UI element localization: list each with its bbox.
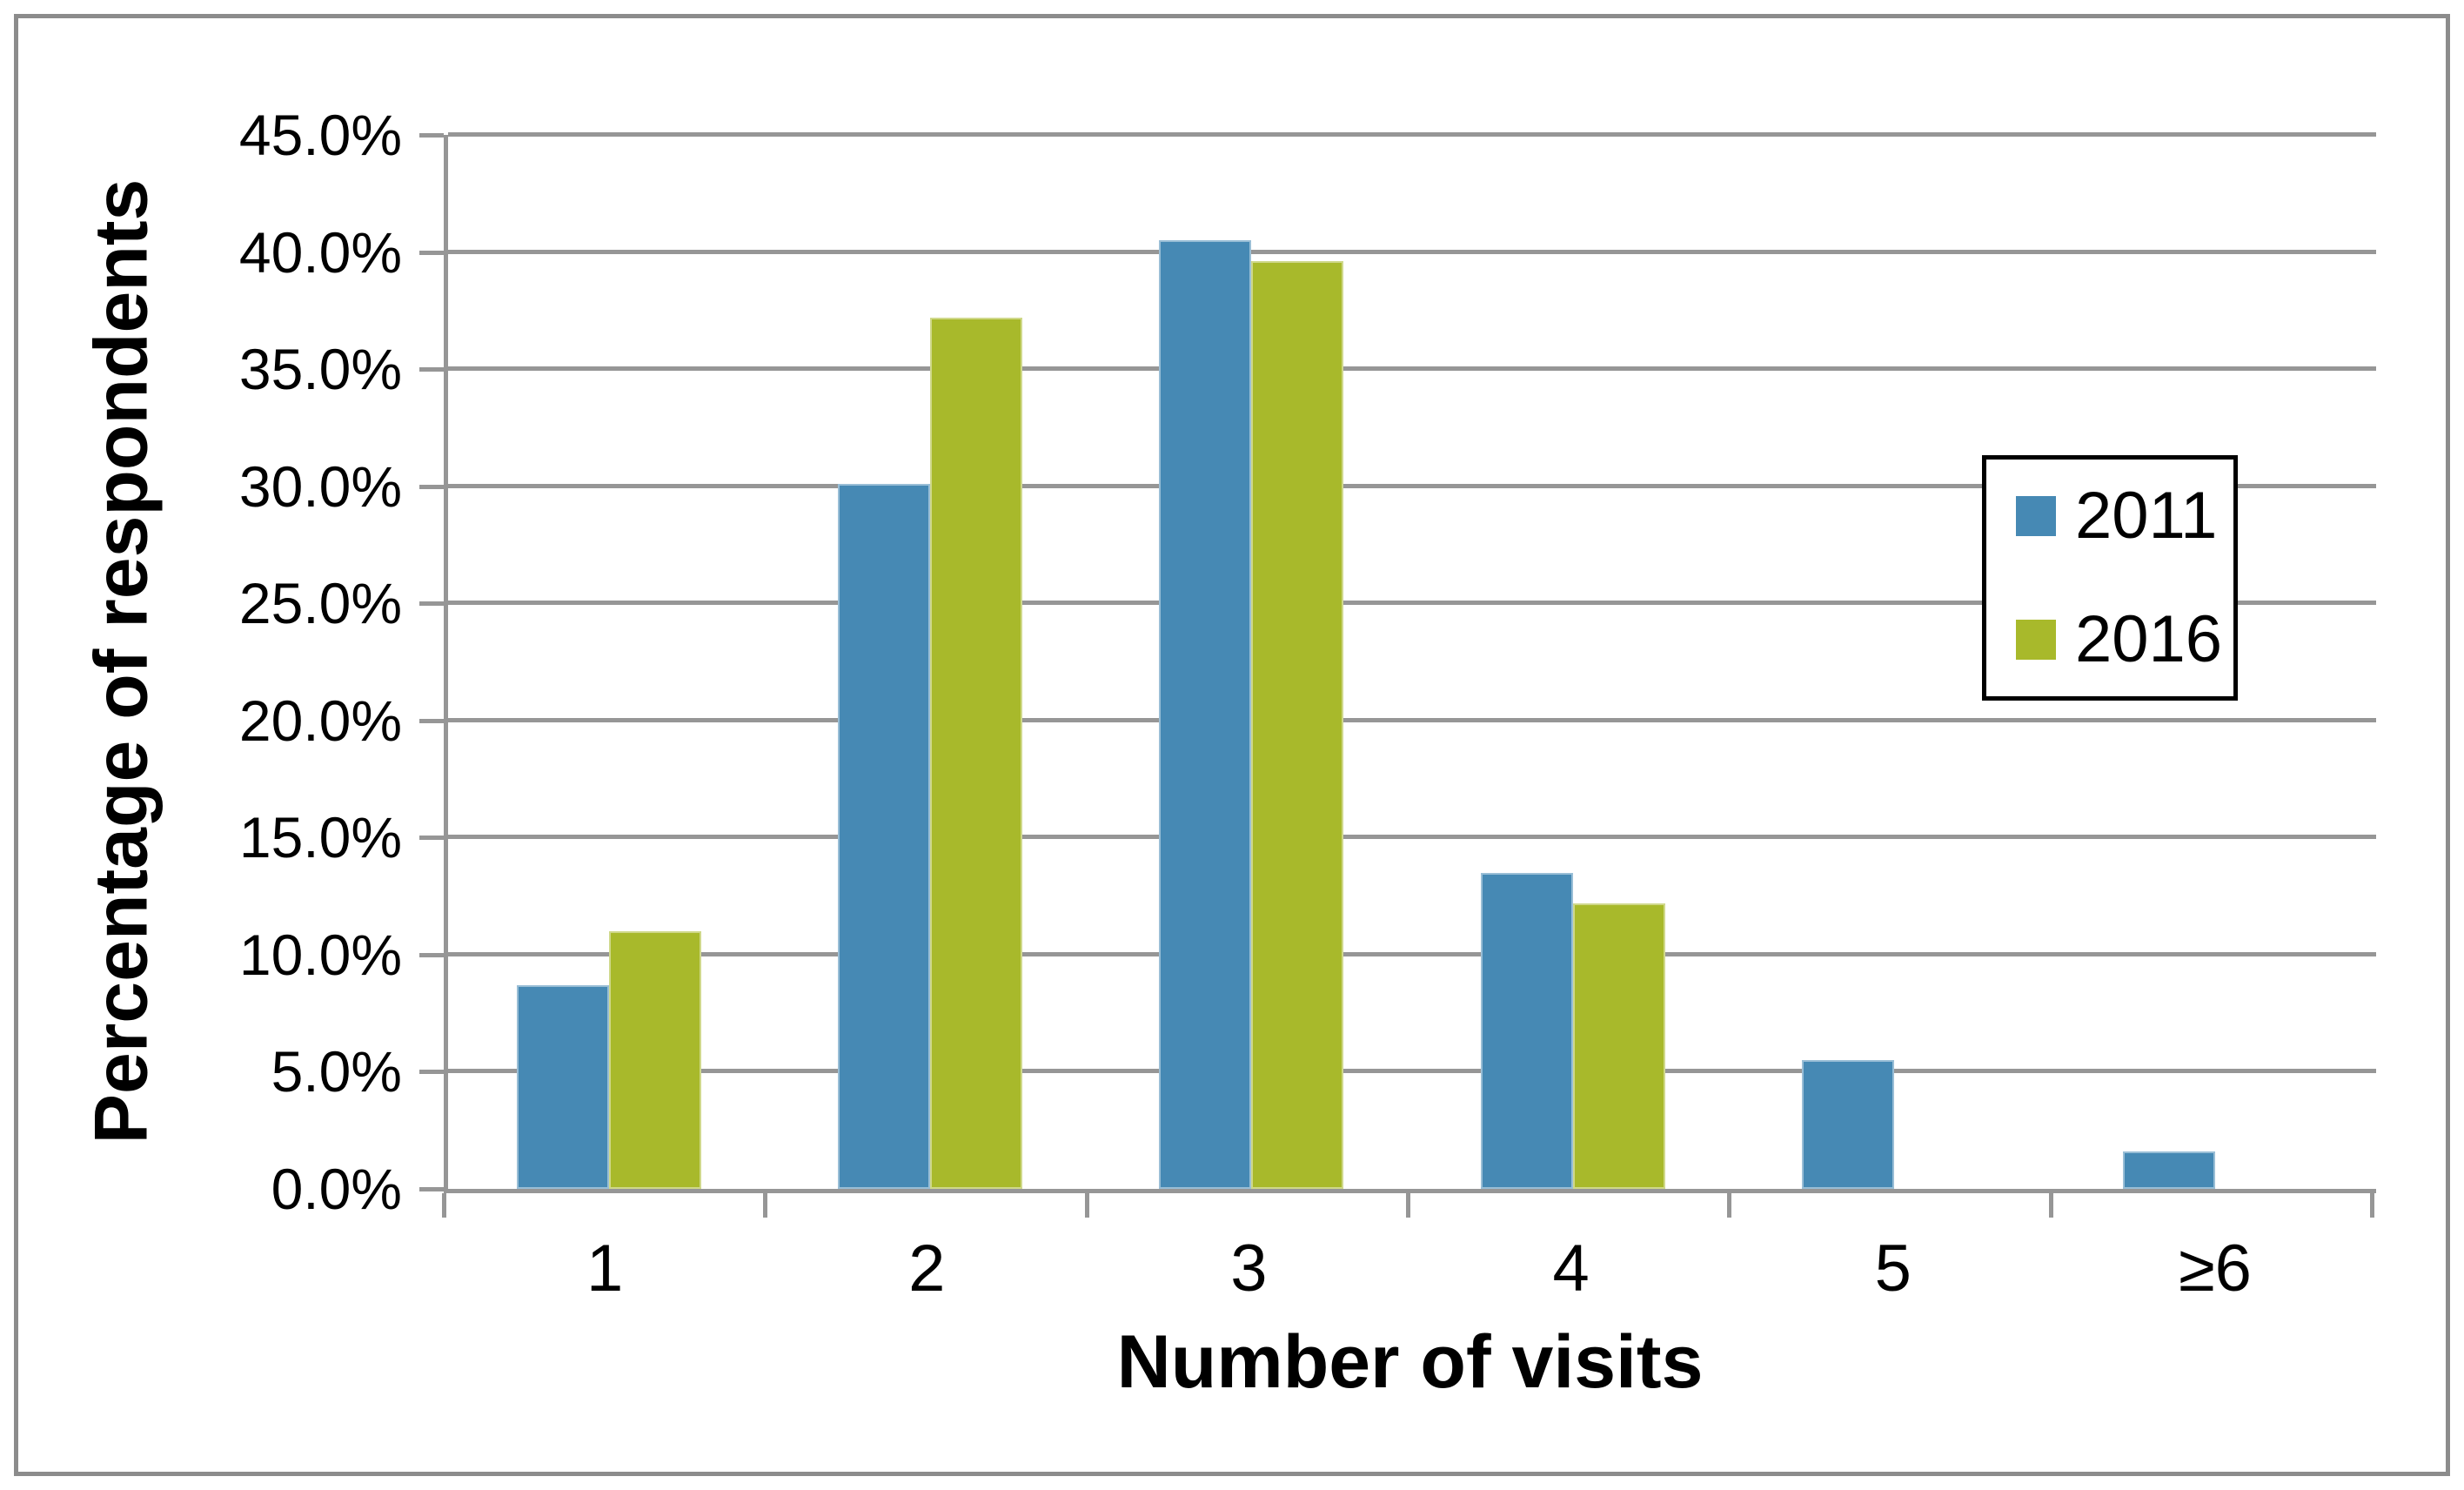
category-≥6	[2055, 135, 2376, 1189]
legend-label-2011: 2011	[2075, 479, 2218, 553]
y-tick-10	[419, 952, 444, 957]
bar-2011-visits-2	[837, 483, 930, 1189]
x-tick-label-2: 2	[908, 1232, 946, 1305]
x-tick-label-≥6: ≥6	[2178, 1232, 2252, 1305]
x-tick-2	[1084, 1193, 1089, 1218]
y-tick-label-40: 40.0%	[238, 219, 402, 285]
outer-frame	[14, 14, 2450, 1476]
legend: 2011 2016	[1982, 455, 2238, 701]
legend-entry-2016: 2016	[2016, 607, 2233, 673]
x-tick-5	[2048, 1193, 2053, 1218]
bars-container	[448, 135, 2376, 1189]
y-tick-label-15: 15.0%	[238, 805, 402, 870]
y-tick-label-0: 0.0%	[271, 1157, 402, 1221]
y-tick-5	[419, 1070, 444, 1075]
x-tick-6	[2370, 1193, 2374, 1218]
plot-area	[444, 132, 2376, 1193]
x-tick-label-4: 4	[1552, 1232, 1590, 1305]
x-tick-label-1: 1	[586, 1232, 624, 1305]
gridline-30	[448, 483, 2376, 488]
category-5	[1733, 135, 2054, 1189]
y-tick-15	[419, 836, 444, 841]
x-tick-0	[442, 1193, 446, 1218]
y-tick-25	[419, 601, 444, 607]
bar-2016-visits-1	[608, 930, 701, 1189]
y-tick-label-10: 10.0%	[238, 922, 402, 987]
y-tick-40	[419, 250, 444, 255]
y-axis-title: Percentage of respondents	[79, 178, 164, 1144]
x-tick-4	[1727, 1193, 1732, 1218]
bar-2011-visits-4	[1480, 872, 1573, 1189]
y-tick-label-5: 5.0%	[271, 1039, 402, 1104]
bar-2011-visits-≥6	[2123, 1151, 2216, 1189]
y-tick-0	[419, 1187, 444, 1191]
bar-2011-visits-1	[516, 984, 609, 1189]
gridline-45	[448, 132, 2376, 137]
bar-2016-visits-2	[929, 317, 1022, 1189]
bar-2011-visits-5	[1801, 1060, 1894, 1189]
category-1	[448, 135, 769, 1189]
gridline-25	[448, 601, 2376, 606]
x-tick-3	[1406, 1193, 1410, 1218]
legend-entry-2011: 2011	[2016, 483, 2233, 549]
y-tick-45	[419, 133, 444, 138]
y-tick-label-25: 25.0%	[238, 571, 402, 636]
x-tick-label-5: 5	[1874, 1232, 1912, 1305]
gridline-15	[448, 835, 2376, 840]
gridline-5	[448, 1069, 2376, 1074]
y-tick-label-30: 30.0%	[238, 453, 402, 519]
bar-2016-visits-3	[1251, 261, 1344, 1189]
legend-swatch-2016	[2016, 620, 2056, 660]
gridline-10	[448, 951, 2376, 956]
bar-2011-visits-3	[1159, 240, 1252, 1189]
x-axis-title: Number of visits	[1116, 1320, 1704, 1404]
y-tick-30	[419, 484, 444, 489]
category-4	[1412, 135, 1733, 1189]
x-axis-tick-labels: 1 2 3 4 5 ≥6	[444, 1236, 2376, 1302]
legend-swatch-2011	[2016, 496, 2056, 536]
x-tick-1	[763, 1193, 768, 1218]
gridline-40	[448, 249, 2376, 254]
y-tick-label-45: 45.0%	[238, 103, 402, 167]
gridline-35	[448, 366, 2376, 372]
x-tick-label-3: 3	[1230, 1232, 1268, 1305]
y-tick-35	[419, 367, 444, 372]
category-2	[769, 135, 1090, 1189]
legend-label-2016: 2016	[2075, 602, 2223, 676]
y-tick-label-35: 35.0%	[238, 337, 402, 402]
gridline-20	[448, 717, 2376, 722]
category-3	[1091, 135, 1412, 1189]
y-tick-20	[419, 718, 444, 723]
bar-2016-visits-4	[1572, 903, 1665, 1189]
y-tick-label-20: 20.0%	[238, 688, 402, 753]
